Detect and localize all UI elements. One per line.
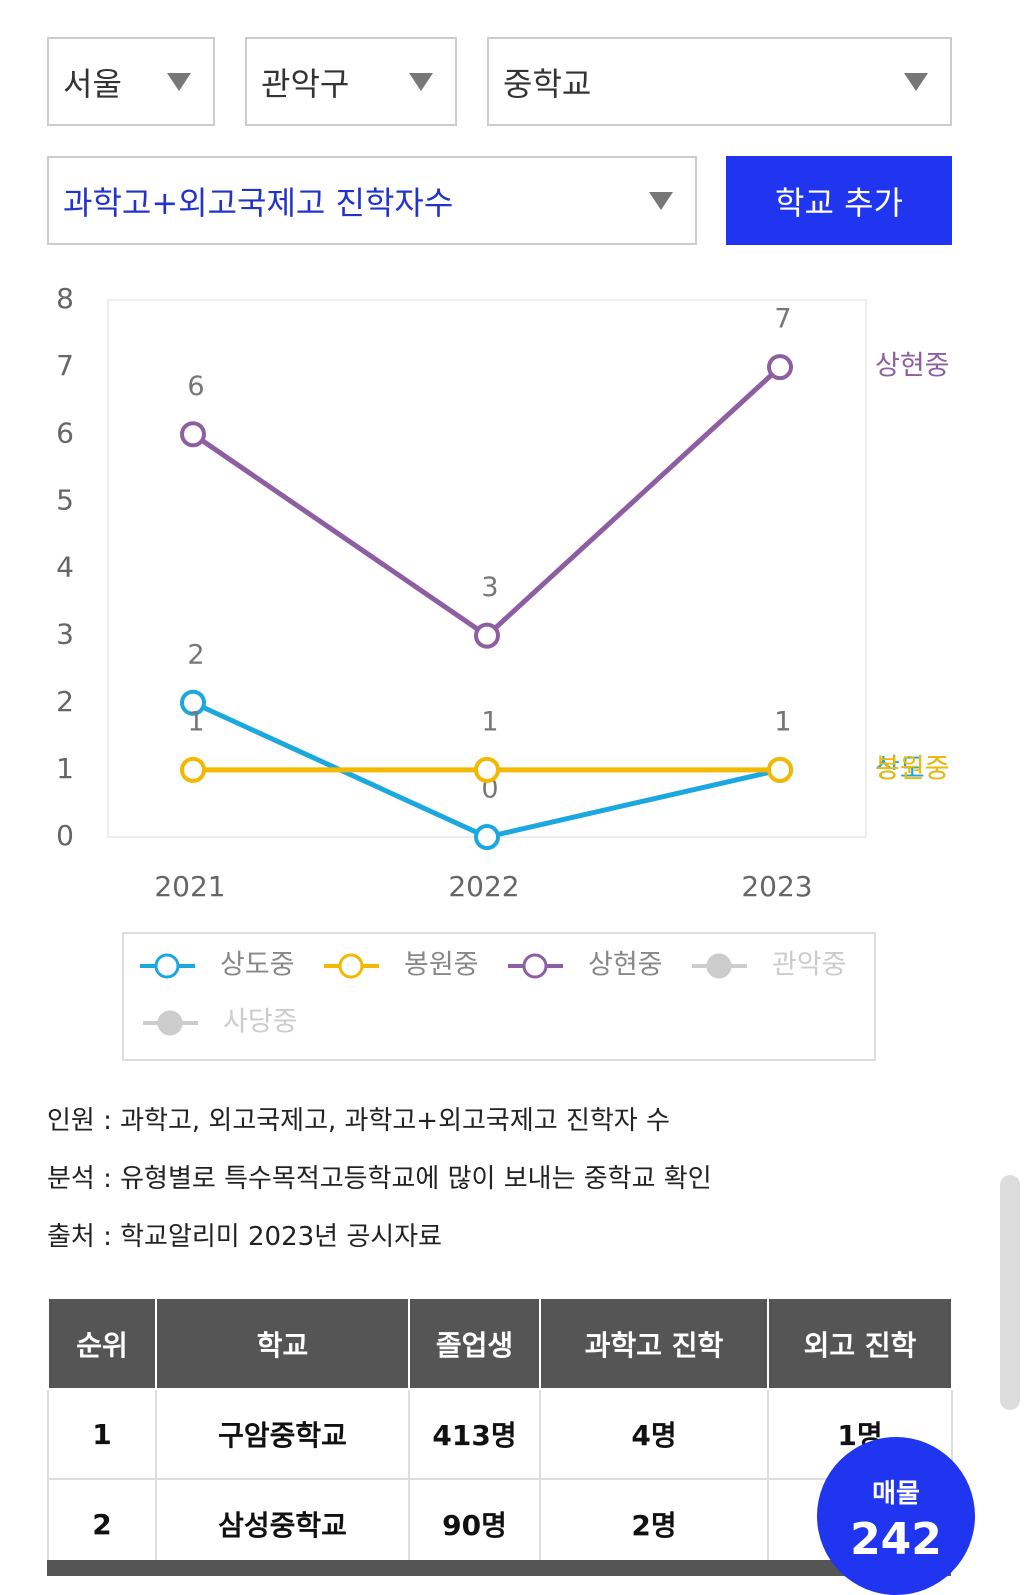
point [474,622,500,649]
x-tick-label: 2021 [154,870,225,903]
header-cell: 외고 진학 [767,1297,953,1390]
point [767,354,793,381]
cell: 1 [47,1388,157,1480]
table-row-partial [47,1560,951,1576]
badge-label: 매물 [872,1479,920,1509]
scrollbar[interactable] [1000,1175,1020,1410]
note: 출처 : 학교알리미 2023년 공시자료 [47,1222,443,1252]
x-tick-label: 2022 [448,870,519,903]
cell: 2명 [539,1478,769,1570]
add-school-button[interactable]: 학교 추가 [726,156,952,245]
listing-badge[interactable]: 매물 242 [817,1437,975,1595]
data-label: 1 [774,706,791,737]
data-label: 3 [481,572,498,603]
region-text: 서울 [63,64,122,103]
arrow [649,191,673,210]
level-text: 중학교 [503,64,592,103]
region-select[interactable]: 서울 [47,37,215,126]
arrow [167,72,191,91]
cell: 삼성중학교 [155,1478,410,1570]
legend-marker [154,953,180,979]
arrow [409,72,433,91]
district-select[interactable]: 관악구 [245,37,457,126]
data-label: 7 [774,304,791,335]
note: 인원 : 과학고, 외고국제고, 과학고+외고국제고 진학자 수 [47,1106,670,1136]
legend-label: 상도중 [220,950,295,981]
legend-label: 봉원중 [404,950,479,981]
plot-area [107,299,867,838]
cell: 구암중학교 [155,1388,410,1480]
metric-text: 과학고+외고국제고 진학자수 [63,183,454,222]
y-tick-label: 7 [56,349,74,382]
y-tick-label: 6 [56,416,74,449]
point [767,756,793,783]
header-cell: 졸업생 [408,1297,541,1390]
series-end-label: 봉원중 [875,753,950,784]
point [180,689,206,716]
legend-label: 상현중 [588,950,663,981]
badge-count: 242 [850,1514,942,1565]
series-end-label: 상도중 [875,753,950,784]
y-tick-label: 1 [56,752,74,785]
y-tick-label: 8 [56,282,74,315]
header-cell: 순위 [47,1297,157,1390]
cell: 90명 [408,1478,541,1570]
cell: 4명 [539,1388,769,1480]
data-label: 1 [187,706,204,737]
y-tick-label: 2 [56,685,74,718]
series-end-label: 상현중 [875,351,950,382]
legend-box [122,932,876,1061]
table-row: 2 삼성중학교 90명 2명 [47,1478,952,1570]
x-tick-label: 2023 [741,870,812,903]
metric-select[interactable]: 과학고+외고국제고 진학자수 [47,156,697,245]
y-tick-label: 3 [56,618,74,651]
arrow [904,72,928,91]
data-label: 2 [187,639,204,670]
ranking-table: 순위 학교 졸업생 과학고 진학 외고 진학 1 구암중학교 413명 4명 1명 2 삼성중학교 90… [47,1297,953,1570]
header-cell: 과학고 진학 [539,1297,769,1390]
point [180,421,206,448]
y-tick-label: 4 [56,551,74,584]
data-label: 1 [774,706,791,737]
point [474,824,500,850]
district-text: 관악구 [261,64,350,103]
point [474,756,500,783]
data-label: 1 [481,706,498,737]
header-cell: 학교 [155,1297,410,1390]
legend-label: 관악중 [772,950,847,981]
legend-marker [338,953,364,979]
note: 분석 : 유형별로 특수목적고등학교에 많이 보내는 중학교 확인 [47,1164,712,1194]
cell: 413명 [408,1388,541,1480]
y-tick-label: 5 [56,483,74,516]
point [180,756,206,783]
y-tick-label: 0 [56,819,74,852]
legend-label: 사당중 [223,1007,298,1038]
data-label: 6 [187,371,204,402]
level-select[interactable]: 중학교 [487,37,952,126]
table-row: 1 구암중학교 413명 4명 1명 [47,1388,953,1480]
legend-marker [157,1010,183,1036]
legend-marker [522,953,548,979]
cell: 2 [47,1478,157,1570]
legend-marker [706,953,732,979]
